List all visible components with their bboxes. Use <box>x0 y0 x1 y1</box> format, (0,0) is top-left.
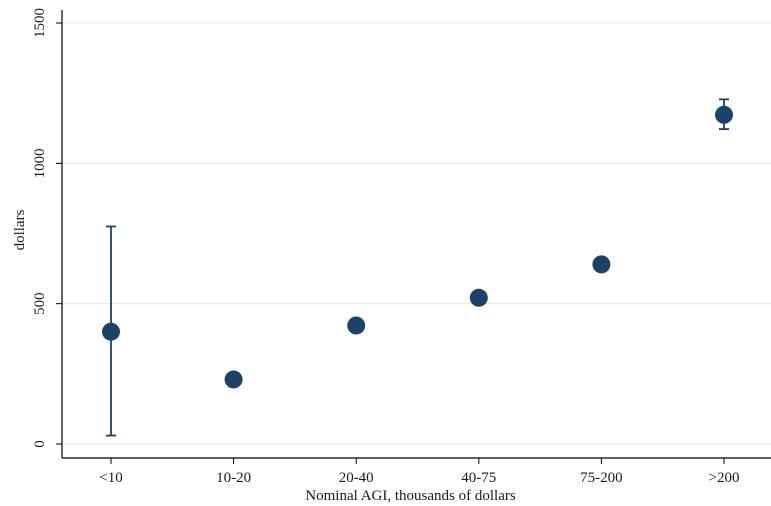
x-tick-label: <10 <box>99 470 122 486</box>
axes <box>61 10 771 459</box>
x-ticks: <10 10-20 20-40 40-75 75-200 >200 <box>99 458 739 486</box>
x-tick-label: 75-200 <box>580 470 623 486</box>
x-axis-title: Nominal AGI, thousands of dollars <box>305 488 516 504</box>
data-point <box>102 322 120 341</box>
x-tick-label: 20-40 <box>339 470 374 486</box>
data-point <box>715 105 733 124</box>
y-axis-title: dollars <box>12 209 28 250</box>
y-tick-label: 1000 <box>32 148 48 178</box>
error-bars <box>106 98 729 437</box>
y-ticks: 0 500 1000 1500 <box>32 8 62 448</box>
y-tick-label: 0 <box>32 440 48 448</box>
data-point <box>469 288 488 307</box>
gridlines <box>62 22 771 445</box>
x-tick-label: >200 <box>709 470 740 486</box>
y-tick-label: 500 <box>32 292 48 315</box>
x-tick-label: 40-75 <box>461 470 496 486</box>
data-points <box>102 105 733 389</box>
data-point <box>592 255 611 274</box>
y-tick-label: 1500 <box>32 8 48 38</box>
data-point <box>347 316 366 335</box>
x-tick-label: 10-20 <box>216 470 251 486</box>
data-point <box>224 370 243 389</box>
